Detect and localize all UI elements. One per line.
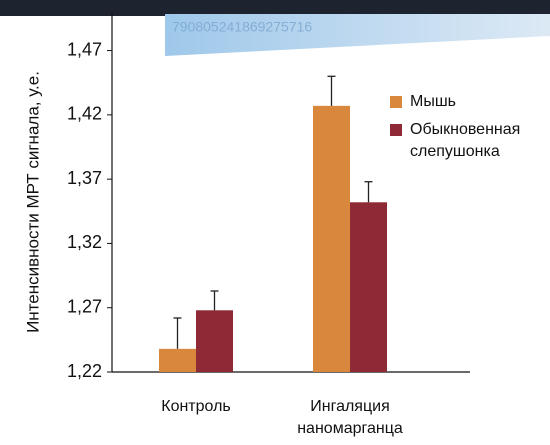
banner-band <box>0 0 550 16</box>
bar <box>196 310 233 372</box>
legend-label: Обыкновенная слепушонка <box>410 121 520 160</box>
banner-wedge <box>165 14 550 56</box>
banner-digits: 790805241869275716 <box>172 19 312 35</box>
y-tick-label: 1,37 <box>67 168 102 188</box>
y-tick-label: 1,47 <box>67 39 102 59</box>
x-tick-label-line: Контроль <box>161 398 231 415</box>
x-tick-label-line: наномарганца <box>297 420 403 437</box>
y-tick-label: 1,32 <box>67 232 102 252</box>
legend-label-line: Обыкновенная <box>410 121 520 138</box>
legend-label: Мышь <box>410 93 456 110</box>
legend-label-line: Мышь <box>410 93 456 110</box>
y-axis-label: Интенсивности МРТ сигнала, у.е. <box>23 71 42 333</box>
x-tick-label-line: Ингаляция <box>310 398 389 415</box>
legend-swatch <box>390 124 402 136</box>
y-tick-label: 1,42 <box>67 104 102 124</box>
y-tick-label: 1,27 <box>67 296 102 316</box>
y-tick-label: 1,22 <box>67 361 102 381</box>
legend-swatch <box>390 96 402 108</box>
x-tick-label: Контроль <box>161 398 231 415</box>
bar <box>159 348 196 372</box>
bar <box>313 105 350 372</box>
bar <box>350 202 387 372</box>
legend-label-line: слепушонка <box>410 143 500 160</box>
x-tick-label: Ингаляция наномарганца <box>297 398 403 437</box>
